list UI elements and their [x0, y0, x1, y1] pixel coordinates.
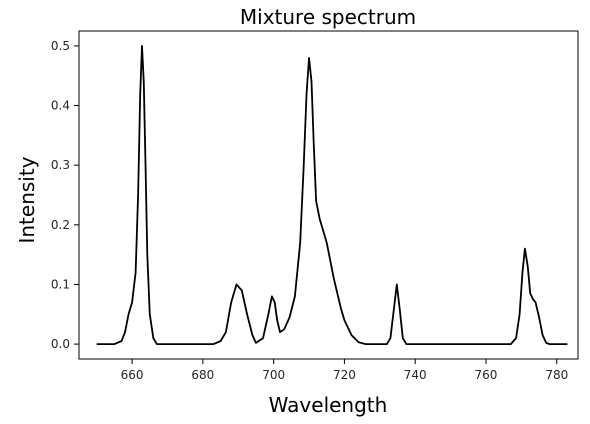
plot-area [79, 31, 578, 359]
y-tick-label: 0.1 [51, 277, 70, 291]
y-axis-ticks: 0.0 0.1 0.2 0.3 0.4 0.5 [51, 39, 79, 351]
x-axis-title: Wavelength [269, 393, 388, 417]
y-axis-title: Intensity [15, 156, 39, 243]
x-tick-label: 760 [475, 368, 498, 382]
series-line [96, 45, 568, 345]
y-tick-label: 0.3 [51, 158, 70, 172]
chart-title: Mixture spectrum [240, 5, 416, 29]
x-tick-label: 740 [404, 368, 427, 382]
x-tick-label: 700 [262, 368, 285, 382]
y-tick-label: 0.0 [51, 337, 70, 351]
x-tick-label: 780 [545, 368, 568, 382]
plot-frame [78, 30, 579, 360]
y-tick-label: 0.4 [51, 99, 70, 113]
x-tick-label: 680 [191, 368, 214, 382]
y-tick-label: 0.5 [51, 39, 70, 53]
x-tick-label: 660 [121, 368, 144, 382]
x-axis-ticks: 660 680 700 720 740 760 780 [121, 359, 568, 382]
x-tick-label: 720 [333, 368, 356, 382]
y-tick-label: 0.2 [51, 218, 70, 232]
